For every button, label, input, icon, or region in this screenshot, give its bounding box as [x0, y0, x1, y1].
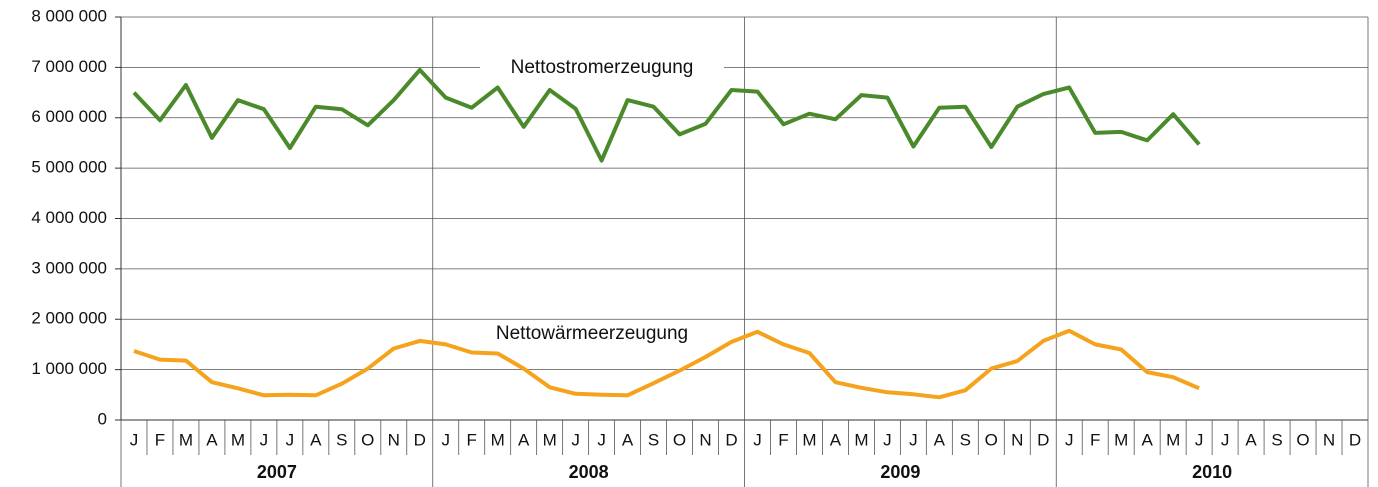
year-label: 2009 [880, 462, 920, 482]
y-tick-label: 2 000 000 [31, 309, 107, 328]
series-label: Nettostromerzeugung [511, 57, 694, 78]
x-tick-label: D [414, 430, 426, 449]
x-tick-label: A [622, 430, 634, 449]
x-tick-label: F [467, 430, 477, 449]
x-tick-label: J [909, 430, 918, 449]
x-tick-label: D [1037, 430, 1049, 449]
y-tick-label: 5 000 000 [31, 158, 107, 177]
x-tick-label: M [854, 430, 868, 449]
x-tick-label: N [1011, 430, 1023, 449]
x-tick-label: O [361, 430, 374, 449]
x-tick-label: N [1323, 430, 1335, 449]
x-tick-label: F [778, 430, 788, 449]
y-tick-label: 7 000 000 [31, 57, 107, 76]
x-tick-label: M [802, 430, 816, 449]
x-tick-label: D [725, 430, 737, 449]
x-tick-label: A [310, 430, 322, 449]
x-tick-label: M [179, 430, 193, 449]
y-tick-label: 3 000 000 [31, 258, 107, 277]
x-tick-label: O [673, 430, 686, 449]
x-tick-label: S [336, 430, 347, 449]
year-label: 2008 [569, 462, 609, 482]
x-tick-label: O [1296, 430, 1309, 449]
x-tick-label: F [1090, 430, 1100, 449]
x-tick-label: D [1349, 430, 1361, 449]
x-tick-label: A [518, 430, 530, 449]
x-tick-label: J [260, 430, 269, 449]
x-tick-label: M [1114, 430, 1128, 449]
x-tick-label: J [441, 430, 450, 449]
x-tick-label: A [206, 430, 218, 449]
x-tick-label: M [231, 430, 245, 449]
x-tick-label: A [1245, 430, 1257, 449]
x-tick-label: J [1195, 430, 1204, 449]
series-line [132, 67, 1201, 163]
x-tick-label: J [1065, 430, 1074, 449]
x-tick-label: A [830, 430, 842, 449]
series-label: Nettowärmeerzeugung [496, 323, 688, 344]
x-tick-label: S [1271, 430, 1282, 449]
x-tick-label: M [491, 430, 505, 449]
x-tick-label: A [934, 430, 946, 449]
y-tick-label: 0 [98, 409, 107, 428]
label-bg [470, 323, 714, 345]
x-tick-label: J [130, 430, 139, 449]
y-tick-label: 8 000 000 [31, 6, 107, 25]
y-tick-label: 4 000 000 [31, 208, 107, 227]
x-tick-label: S [648, 430, 659, 449]
x-tick-label: N [388, 430, 400, 449]
series-line [133, 328, 1200, 400]
x-tick-label: J [571, 430, 580, 449]
x-tick-label: A [1142, 430, 1154, 449]
year-label: 2010 [1192, 462, 1232, 482]
x-tick-label: F [155, 430, 165, 449]
x-tick-label: J [883, 430, 892, 449]
x-tick-label: J [1221, 430, 1230, 449]
label-bg [480, 57, 724, 79]
year-label: 2007 [257, 462, 297, 482]
y-tick-label: 1 000 000 [31, 359, 107, 378]
x-tick-label: M [1166, 430, 1180, 449]
x-tick-label: S [960, 430, 971, 449]
x-tick-label: J [597, 430, 606, 449]
y-tick-label: 6 000 000 [31, 107, 107, 126]
x-tick-label: J [286, 430, 295, 449]
x-tick-label: J [753, 430, 762, 449]
x-tick-label: O [985, 430, 998, 449]
x-tick-label: M [543, 430, 557, 449]
x-tick-label: N [699, 430, 711, 449]
